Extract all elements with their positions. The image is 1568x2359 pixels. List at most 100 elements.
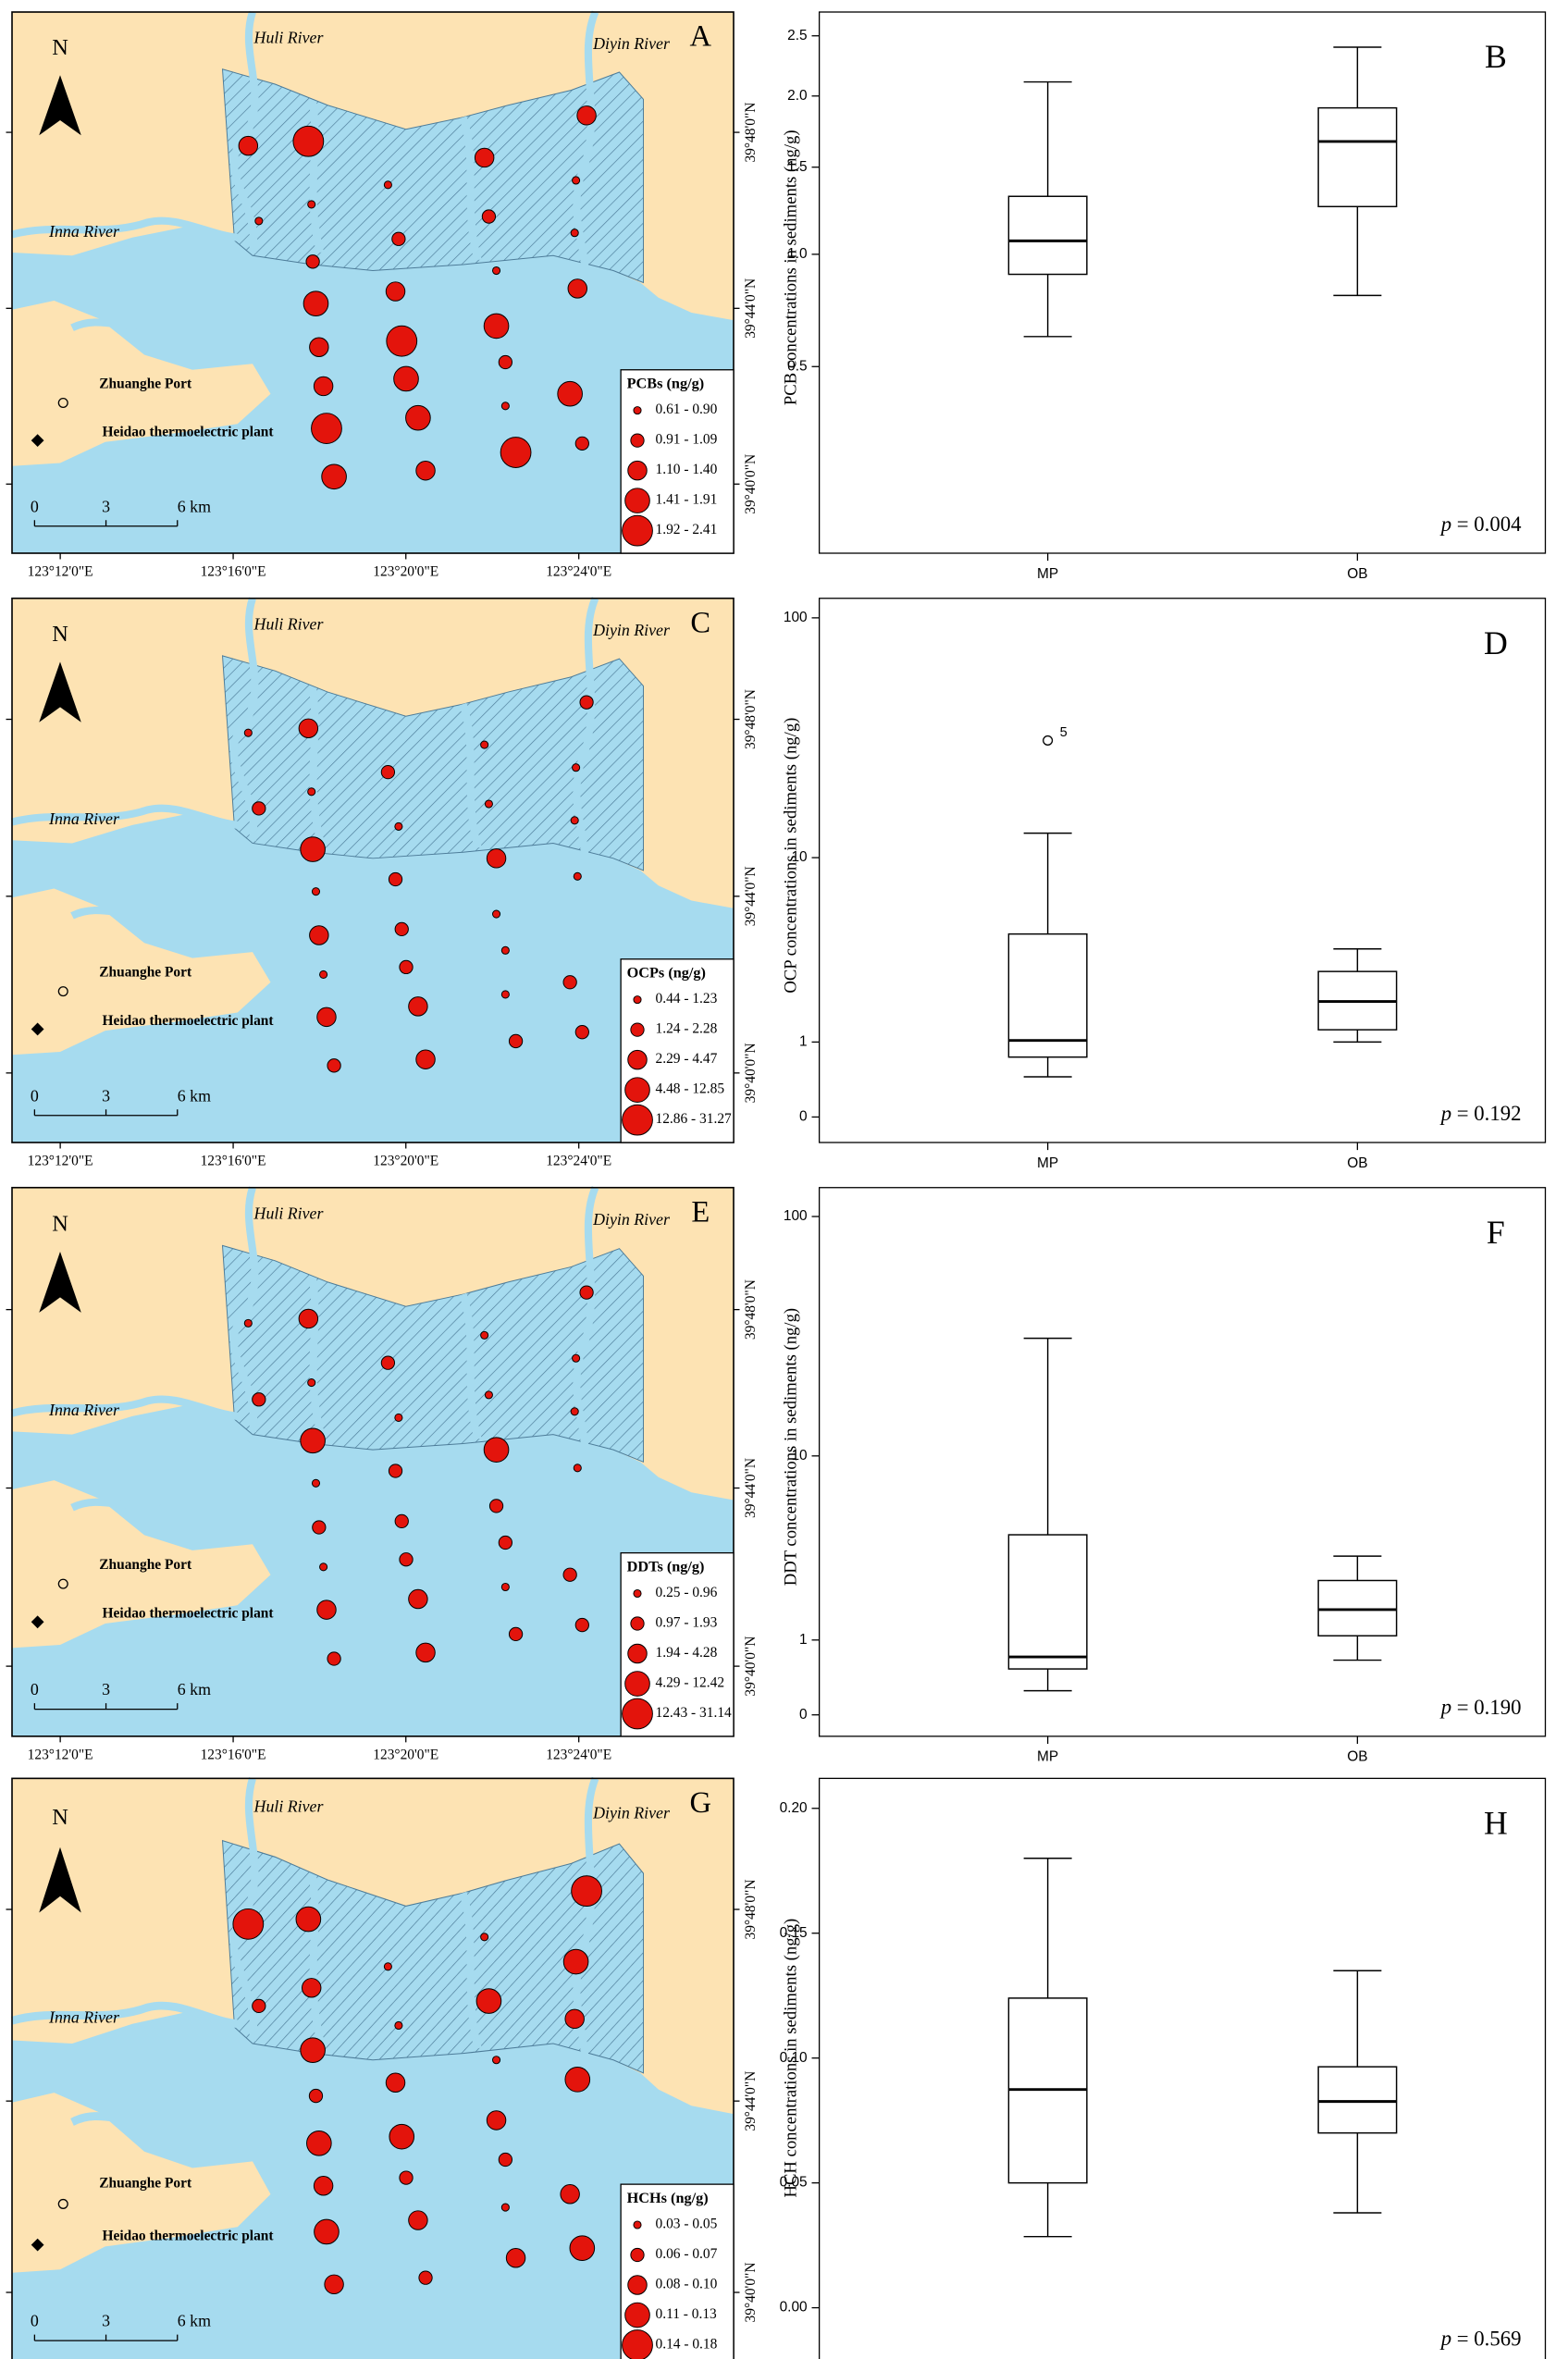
sample-point (562, 1567, 577, 1582)
north-arrow (39, 1251, 81, 1313)
y-axis-label: DDT concentrations in sediments (ng/g) (782, 1308, 801, 1586)
y-tick-label: 1 (799, 1632, 808, 1648)
panel-letter: C (690, 606, 710, 639)
legend-label: 12.43 - 31.14 (656, 1705, 733, 1721)
y-tick-label: 1.5 (787, 159, 807, 175)
sample-point (564, 2008, 585, 2030)
sample-point (313, 376, 334, 397)
box (1317, 106, 1398, 208)
x-tick-label: OB (1347, 1155, 1367, 1171)
place-label: Heidao thermoelectric plant (103, 2228, 275, 2243)
legend-symbol (630, 1022, 645, 1037)
land (12, 2093, 271, 2273)
legend-symbol (627, 1049, 648, 1070)
panel-letter: G (690, 1786, 711, 1820)
sample-point (483, 1437, 510, 1463)
legend-title: OCPs (ng/g) (627, 965, 706, 982)
sample-point (560, 2184, 580, 2205)
place-label: Huli River (253, 28, 324, 46)
sample-point (484, 1390, 493, 1400)
scale-label: 3 (102, 497, 110, 515)
sample-point (300, 836, 326, 862)
box (1007, 932, 1088, 1058)
sample-point (311, 887, 321, 896)
y-tick-label: 39°48'0"N (743, 689, 759, 749)
sample-point (394, 921, 409, 937)
river (229, 10, 259, 253)
sample-point (574, 436, 589, 451)
sample-point (569, 2235, 596, 2261)
sample-point (324, 2274, 344, 2295)
sample-point (486, 848, 507, 869)
sample-point (408, 2210, 428, 2230)
sample-point (254, 216, 264, 226)
sample-point (327, 1058, 341, 1073)
sample-point (316, 1007, 337, 1028)
sample-point (573, 1464, 582, 1473)
legend-label: 0.14 - 0.18 (656, 2337, 718, 2353)
place-label: Inna River (48, 1401, 119, 1419)
sample-point (385, 281, 406, 302)
sample-point (475, 1988, 502, 2014)
sample-point (505, 2248, 526, 2268)
place-label: Zhuanghe Port (99, 965, 192, 981)
sample-point (309, 337, 329, 357)
river (10, 1395, 239, 1420)
sample-point (492, 266, 501, 276)
panel-letter: F (1487, 1214, 1505, 1251)
sample-point (415, 1049, 436, 1069)
y-tick-label: 39°48'0"N (743, 1880, 759, 1940)
place-label: Diyin River (592, 1210, 670, 1229)
sample-point (252, 801, 266, 816)
scale-label: 6 km (178, 1680, 211, 1698)
sample-point (564, 2067, 591, 2093)
legend-title: DDTs (ng/g) (627, 1559, 705, 1575)
sample-point (570, 228, 579, 238)
y-tick-label: 39°40'0"N (743, 1636, 759, 1697)
map-frame (11, 1777, 735, 2359)
legend-label: 0.61 - 0.90 (656, 401, 718, 417)
outlier-label: 5 (1060, 725, 1068, 740)
north-arrow (39, 661, 81, 723)
legend-label: 4.29 - 12.42 (656, 1675, 725, 1691)
river (573, 597, 599, 875)
sample-point (300, 2037, 326, 2063)
sample-point (321, 463, 347, 490)
x-tick-label: MP (1037, 1155, 1058, 1171)
sample-point (319, 970, 328, 979)
sample-point (292, 125, 325, 157)
sample-point (295, 1906, 322, 1933)
place-label: Zhuanghe Port (99, 1557, 192, 1573)
plant-marker (31, 434, 44, 448)
sample-point (298, 718, 319, 739)
river (573, 10, 599, 287)
sample-point (232, 1908, 265, 1940)
scale-label: 3 (102, 2312, 110, 2330)
land (12, 1480, 271, 1649)
river (459, 116, 482, 262)
legend-title: HCHs (ng/g) (627, 2190, 709, 2206)
sample-point (408, 996, 428, 1017)
y-tick-label: 0.00 (780, 2300, 808, 2316)
place-label: Diyin River (592, 1803, 670, 1822)
sample-point (500, 2203, 510, 2212)
legend-label: 0.25 - 0.96 (656, 1585, 718, 1600)
legend-label: 1.41 - 1.91 (656, 492, 718, 508)
x-tick-label: 123°12'0"E (28, 1748, 93, 1763)
sample-point (394, 1413, 403, 1423)
scale-label: 6 km (178, 2312, 211, 2330)
sample-point (312, 1520, 327, 1535)
sample-point (492, 2056, 501, 2065)
panel-letter: E (691, 1195, 710, 1229)
sample-point (500, 437, 532, 468)
figure-body: Huli River Diyin River Inna River Zhuanghe … (6, 10, 1547, 2359)
x-tick-label: 123°12'0"E (28, 1154, 93, 1169)
y-tick-label: 0.15 (780, 1925, 808, 1941)
sample-point (302, 290, 329, 316)
y-tick-label: 1.0 (787, 246, 807, 262)
panel-letter: B (1485, 38, 1507, 75)
sample-point (388, 871, 403, 887)
sample-point (388, 1464, 403, 1478)
river (573, 1186, 599, 1466)
place-label: Zhuanghe Port (99, 377, 192, 392)
